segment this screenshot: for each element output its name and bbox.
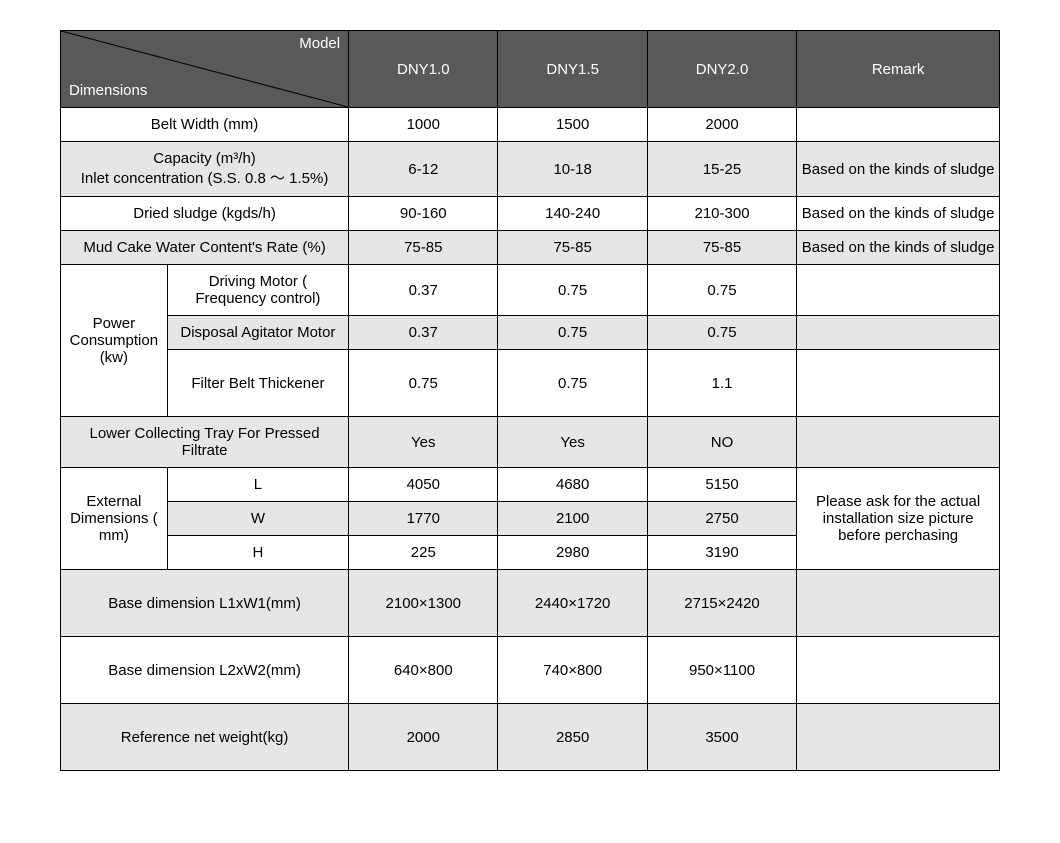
row-power-agitator: Disposal Agitator Motor 0.37 0.75 0.75 (61, 316, 1000, 350)
cell: 1.1 (647, 350, 796, 417)
label-base2: Base dimension L2xW2(mm) (61, 637, 349, 704)
cell: 15-25 (647, 142, 796, 197)
spec-table: Model Dimensions DNY1.0 DNY1.5 DNY2.0 Re… (60, 30, 1000, 771)
row-tray: Lower Collecting Tray For Pressed Filtra… (61, 417, 1000, 468)
row-base2: Base dimension L2xW2(mm) 640×800 740×800… (61, 637, 1000, 704)
label-base1: Base dimension L1xW1(mm) (61, 570, 349, 637)
cell: 2980 (498, 536, 647, 570)
header-diagonal: Model Dimensions (61, 31, 349, 108)
label-dried: Dried sludge (kgds/h) (61, 197, 349, 231)
cell: 225 (349, 536, 498, 570)
label-belt-width: Belt Width (mm) (61, 108, 349, 142)
cell: 1500 (498, 108, 647, 142)
row-belt-width: Belt Width (mm) 1000 1500 2000 (61, 108, 1000, 142)
cell: 0.75 (498, 316, 647, 350)
label-power-group: Power Consumption (kw) (61, 265, 168, 417)
cell (797, 316, 1000, 350)
cell: Based on the kinds of sludge (797, 142, 1000, 197)
cell (797, 265, 1000, 316)
cell: 2000 (647, 108, 796, 142)
label-ext-group: External Dimensions ( mm) (61, 468, 168, 570)
cell: 640×800 (349, 637, 498, 704)
cell: 1000 (349, 108, 498, 142)
col-dny20: DNY2.0 (647, 31, 796, 108)
cell: 5150 (647, 468, 796, 502)
label-ext-l: L (167, 468, 348, 502)
cell: 0.37 (349, 316, 498, 350)
label-power-agitator: Disposal Agitator Motor (167, 316, 348, 350)
cell: 6-12 (349, 142, 498, 197)
row-dried-sludge: Dried sludge (kgds/h) 90-160 140-240 210… (61, 197, 1000, 231)
cell: 740×800 (498, 637, 647, 704)
cell: 210-300 (647, 197, 796, 231)
cell: 2850 (498, 704, 647, 771)
cell (797, 637, 1000, 704)
label-power-driving: Driving Motor ( Frequency control) (167, 265, 348, 316)
row-base1: Base dimension L1xW1(mm) 2100×1300 2440×… (61, 570, 1000, 637)
cell: 3500 (647, 704, 796, 771)
label-ext-h: H (167, 536, 348, 570)
cell: 75-85 (647, 231, 796, 265)
row-power-driving: Power Consumption (kw) Driving Motor ( F… (61, 265, 1000, 316)
cell: 4680 (498, 468, 647, 502)
label-mudcake: Mud Cake Water Content's Rate (%) (61, 231, 349, 265)
cell (797, 704, 1000, 771)
label-weight: Reference net weight(kg) (61, 704, 349, 771)
cell: 90-160 (349, 197, 498, 231)
cell: 4050 (349, 468, 498, 502)
cell: Based on the kinds of sludge (797, 197, 1000, 231)
cell: 75-85 (349, 231, 498, 265)
cell (797, 570, 1000, 637)
cell: NO (647, 417, 796, 468)
row-power-filter: Filter Belt Thickener 0.75 0.75 1.1 (61, 350, 1000, 417)
label-power-filter: Filter Belt Thickener (167, 350, 348, 417)
header-model-label: Model (299, 35, 340, 52)
cell: Yes (498, 417, 647, 468)
header-row: Model Dimensions DNY1.0 DNY1.5 DNY2.0 Re… (61, 31, 1000, 108)
cell: 2750 (647, 502, 796, 536)
cell: 10-18 (498, 142, 647, 197)
row-weight: Reference net weight(kg) 2000 2850 3500 (61, 704, 1000, 771)
col-dny10: DNY1.0 (349, 31, 498, 108)
cell: 2715×2420 (647, 570, 796, 637)
cell: 140-240 (498, 197, 647, 231)
label-capacity: Capacity (m³/h) Inlet concentration (S.S… (61, 142, 349, 197)
remark-ext: Please ask for the actual installation s… (797, 468, 1000, 570)
row-capacity: Capacity (m³/h) Inlet concentration (S.S… (61, 142, 1000, 197)
cell: 0.37 (349, 265, 498, 316)
cell: 950×1100 (647, 637, 796, 704)
cell: 1770 (349, 502, 498, 536)
label-ext-w: W (167, 502, 348, 536)
cell: 0.75 (647, 265, 796, 316)
cell: 0.75 (647, 316, 796, 350)
col-remark: Remark (797, 31, 1000, 108)
cell: 2000 (349, 704, 498, 771)
row-mudcake: Mud Cake Water Content's Rate (%) 75-85 … (61, 231, 1000, 265)
row-ext-l: External Dimensions ( mm) L 4050 4680 51… (61, 468, 1000, 502)
cell: 0.75 (498, 350, 647, 417)
cell (797, 417, 1000, 468)
cell: Yes (349, 417, 498, 468)
cell: 2440×1720 (498, 570, 647, 637)
label-tray: Lower Collecting Tray For Pressed Filtra… (61, 417, 349, 468)
cell: Based on the kinds of sludge (797, 231, 1000, 265)
cell (797, 350, 1000, 417)
cell (797, 108, 1000, 142)
cell: 0.75 (349, 350, 498, 417)
cell: 2100 (498, 502, 647, 536)
cell: 3190 (647, 536, 796, 570)
cell: 0.75 (498, 265, 647, 316)
cell: 2100×1300 (349, 570, 498, 637)
header-dimensions-label: Dimensions (69, 82, 147, 99)
col-dny15: DNY1.5 (498, 31, 647, 108)
cell: 75-85 (498, 231, 647, 265)
